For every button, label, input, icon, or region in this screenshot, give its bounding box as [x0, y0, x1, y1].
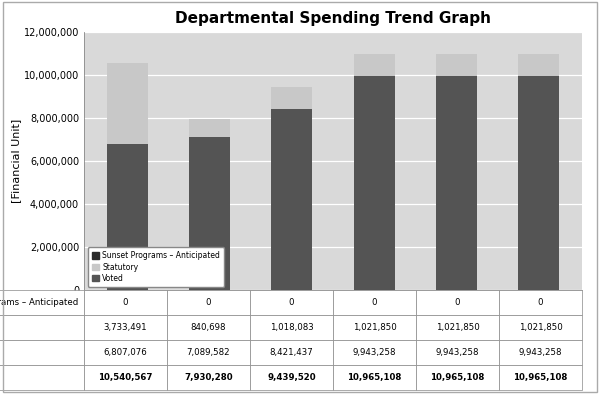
- Bar: [436, 76, 477, 290]
- Bar: [189, 138, 230, 290]
- Bar: [107, 143, 148, 290]
- Bar: [271, 109, 313, 290]
- Title: Departmental Spending Trend Graph: Departmental Spending Trend Graph: [175, 11, 491, 26]
- Legend: Sunset Programs – Anticipated, Statutory, Voted: Sunset Programs – Anticipated, Statutory…: [88, 247, 224, 287]
- Bar: [518, 54, 559, 76]
- Bar: [189, 119, 230, 138]
- Bar: [436, 54, 477, 76]
- Bar: [353, 76, 395, 290]
- Bar: [518, 76, 559, 290]
- Bar: [353, 54, 395, 76]
- Bar: [107, 63, 148, 143]
- Y-axis label: [Financial Unit]: [Financial Unit]: [11, 119, 21, 203]
- Bar: [271, 87, 313, 109]
